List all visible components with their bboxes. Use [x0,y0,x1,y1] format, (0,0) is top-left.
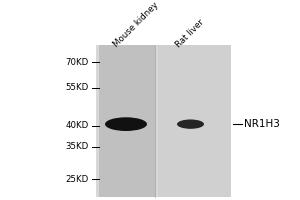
Bar [99,45,154,197]
Text: Mouse kidney: Mouse kidney [112,0,161,49]
Text: NR1H3: NR1H3 [244,119,280,129]
Ellipse shape [105,117,147,131]
Text: 55KD: 55KD [65,83,88,92]
Text: 40KD: 40KD [65,121,88,130]
Text: 70KD: 70KD [65,58,88,67]
Text: 35KD: 35KD [65,142,88,151]
Ellipse shape [177,119,204,129]
Bar [158,45,231,197]
Text: Rat liver: Rat liver [174,17,206,49]
Text: 25KD: 25KD [65,175,88,184]
Bar [96,45,231,197]
